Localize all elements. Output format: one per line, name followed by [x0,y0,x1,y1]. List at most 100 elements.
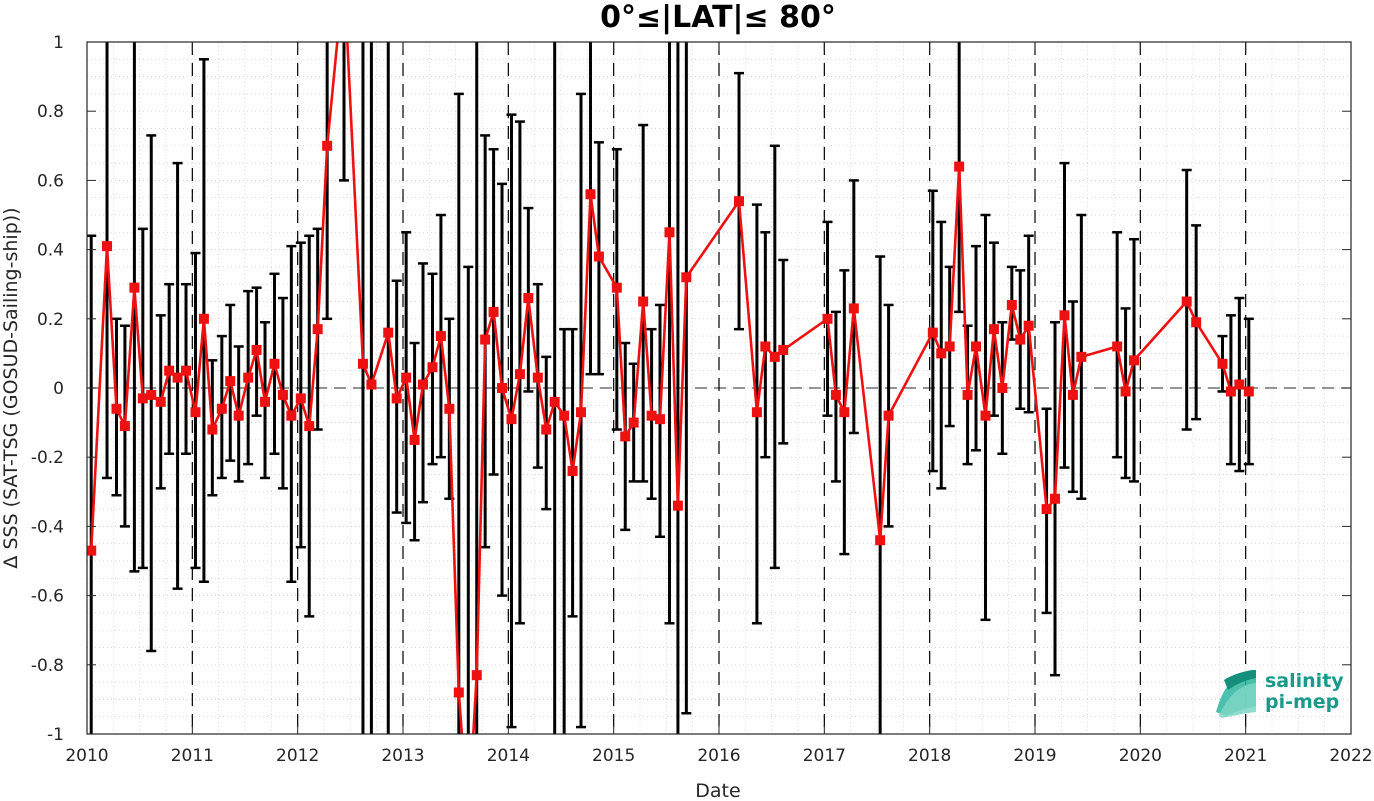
data-point [778,344,789,355]
data-point [1191,317,1202,328]
data-point [137,393,148,404]
data-point [304,421,315,432]
data-point [971,341,982,352]
wave-logo-icon [1216,670,1256,718]
y-tick-label: 0.4 [37,241,64,261]
data-point [102,241,113,252]
data-point [225,376,236,387]
data-point [567,466,578,477]
data-point [541,424,552,435]
data-point [181,365,192,376]
data-point [1050,493,1061,504]
data-point [216,403,227,414]
data-point [1112,341,1123,352]
y-tick-label: -1 [47,725,64,745]
x-tick-label: 2012 [276,746,319,766]
data-point [357,358,368,369]
logo-line1: salinity [1265,670,1344,692]
x-tick-label: 2010 [65,746,108,766]
data-point [988,324,999,335]
data-point [383,327,394,338]
data-point [980,410,991,421]
x-tick-label: 2020 [1119,746,1162,766]
data-point [620,431,631,442]
data-point [839,407,850,418]
data-point [435,331,446,342]
data-point [506,414,517,425]
data-point [1181,296,1192,307]
data-point [233,410,244,421]
data-point [936,348,947,359]
data-point [769,351,780,362]
y-tick-label: -0.2 [31,448,64,468]
data-point [646,410,657,421]
y-tick-label: 0.6 [37,171,64,191]
data-point [480,334,491,345]
data-point [87,545,97,556]
data-point [1243,386,1254,397]
data-point [260,396,271,407]
data-point [129,282,140,293]
data-point [664,227,675,238]
data-point [164,365,175,376]
data-point [471,670,482,681]
data-point [593,251,604,262]
y-tick-label: 0.2 [37,310,64,330]
y-tick-labels: -1 -0.8 -0.6 -0.4 -0.2 0 0.2 0.4 0.6 0.8 1 [31,33,64,745]
x-tick-label: 2022 [1329,746,1372,766]
y-tick-label: 1 [53,33,64,53]
data-point [453,687,464,698]
chart-title: 0°≤|LAT|≤ 80° [600,0,836,35]
data-point [391,393,402,404]
data-point [672,500,683,511]
data-point [1225,386,1236,397]
x-tick-label: 2019 [1013,746,1056,766]
y-tick-label: 0.8 [37,102,64,122]
data-point [119,421,130,432]
data-point [418,379,429,390]
x-tick-label: 2017 [803,746,846,766]
data-point [295,393,306,404]
data-point [243,372,254,383]
data-point [277,389,288,400]
data-point [251,344,262,355]
y-tick-label: 0 [53,379,64,399]
data-point [681,272,692,283]
data-point [532,372,543,383]
data-point [146,389,157,400]
data-point [514,369,525,380]
data-point [822,313,833,324]
y-tick-label: -0.8 [31,656,64,676]
data-point [1041,504,1052,515]
data-point [1076,351,1087,362]
data-point [1120,386,1131,397]
data-point [576,407,587,418]
data-point [1023,320,1034,331]
data-point [523,293,534,304]
data-point [401,372,412,383]
x-tick-label: 2011 [171,746,214,766]
axes [86,41,1352,735]
data-point [883,410,894,421]
y-tick-label: -0.6 [31,587,64,607]
data-point [954,161,965,172]
data-point [559,410,570,421]
data-point [366,379,377,390]
data-point [638,296,649,307]
data-point [962,389,973,400]
data-point [198,313,209,324]
salinity-pimep-logo: salinity pi-mep [1216,670,1344,718]
data-point [585,189,596,200]
data-point [830,389,841,400]
logo-line2: pi-mep [1265,691,1339,713]
data-point [944,341,955,352]
data-point [1217,358,1228,369]
data-point [190,407,201,418]
data-point [875,535,886,546]
data-point [207,424,218,435]
x-tick-label: 2015 [592,746,635,766]
data-point [312,324,323,335]
data-point [751,407,762,418]
data-point [488,306,499,317]
